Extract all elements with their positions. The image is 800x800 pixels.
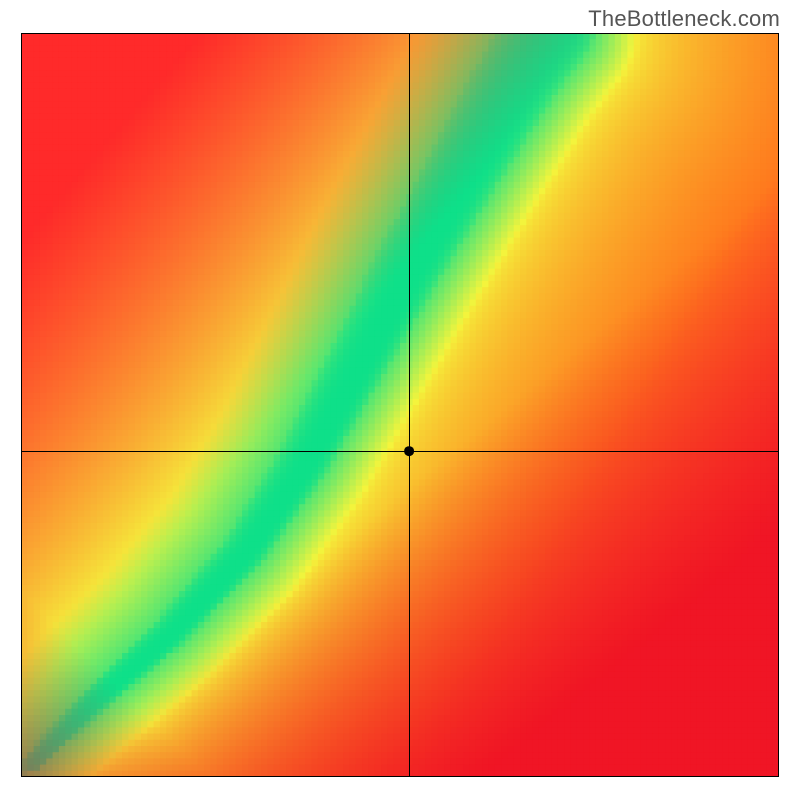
watermark-text: TheBottleneck.com <box>588 6 780 32</box>
heatmap-canvas <box>21 33 779 777</box>
root-container: TheBottleneck.com <box>0 0 800 800</box>
heatmap-plot-area <box>21 33 779 777</box>
